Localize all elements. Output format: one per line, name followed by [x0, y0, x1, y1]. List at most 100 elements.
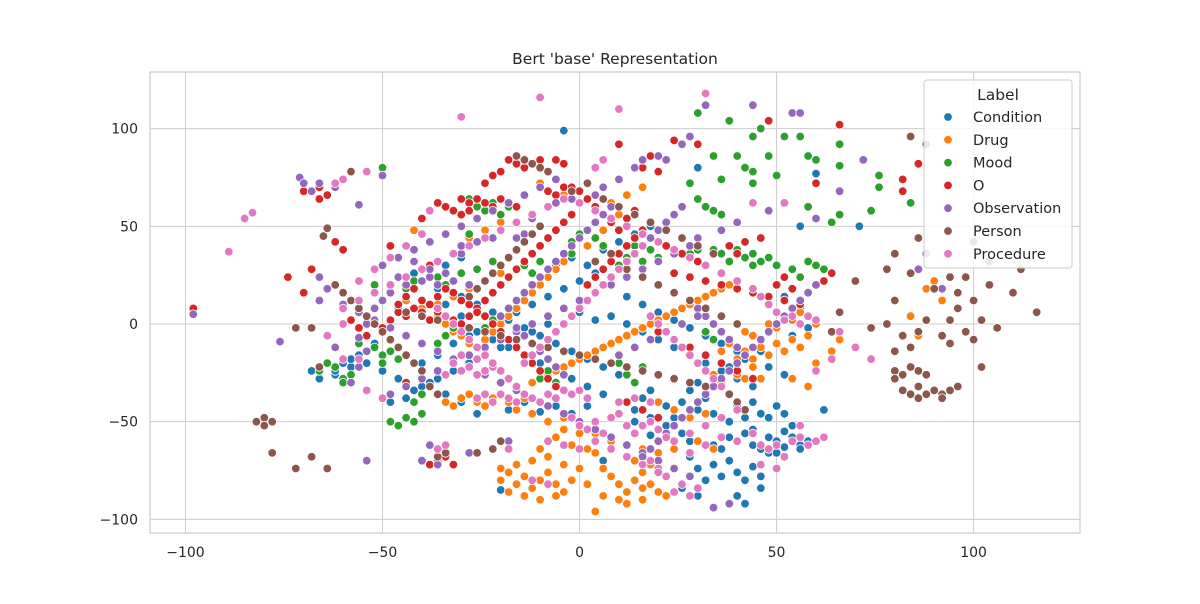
- data-point-procedure: [519, 389, 530, 400]
- data-point-procedure: [779, 198, 790, 208]
- data-point-drug: [496, 217, 506, 228]
- data-point-procedure: [448, 358, 459, 368]
- data-point-mood: [748, 178, 758, 189]
- data-point-condition: [693, 162, 703, 173]
- data-point-observation: [362, 346, 372, 357]
- legend-label: Drug: [973, 133, 1009, 149]
- data-point-o: [511, 159, 522, 169]
- data-point-o: [661, 241, 671, 251]
- data-point-mood: [598, 241, 608, 251]
- data-point-procedure: [653, 319, 664, 329]
- data-point-drug: [937, 295, 947, 306]
- data-point-person: [953, 381, 963, 392]
- data-point-procedure: [354, 276, 364, 286]
- data-point-observation: [661, 217, 671, 228]
- data-point-o: [472, 307, 482, 318]
- data-point-observation: [440, 268, 451, 278]
- data-point-o: [685, 342, 695, 353]
- data-point-observation: [433, 346, 443, 357]
- data-point-procedure: [472, 370, 482, 380]
- data-point-condition: [669, 413, 679, 423]
- data-point-observation: [685, 405, 695, 415]
- data-point-mood: [622, 370, 632, 380]
- data-point-observation: [519, 190, 530, 200]
- data-point-procedure: [464, 334, 474, 345]
- data-point-drug: [582, 350, 593, 360]
- data-point-observation: [433, 366, 443, 376]
- data-point-person: [913, 393, 924, 403]
- data-point-observation: [377, 260, 388, 271]
- data-point-person: [732, 397, 742, 407]
- data-point-mood: [748, 248, 758, 259]
- data-point-procedure: [685, 252, 695, 263]
- data-point-observation: [740, 350, 750, 360]
- data-point-o: [732, 366, 742, 376]
- data-point-condition: [346, 362, 356, 372]
- data-point-procedure: [606, 272, 616, 282]
- data-point-observation: [590, 190, 601, 200]
- data-point-procedure: [685, 448, 695, 458]
- data-point-person: [622, 362, 632, 372]
- data-point-observation: [598, 209, 608, 220]
- data-point-observation: [314, 178, 325, 189]
- data-point-observation: [669, 420, 679, 431]
- data-point-o: [283, 272, 293, 282]
- data-point-procedure: [598, 280, 608, 290]
- data-point-observation: [614, 174, 624, 185]
- data-point-o: [732, 284, 742, 294]
- data-point-mood: [732, 151, 742, 161]
- data-point-procedure: [795, 420, 805, 431]
- data-point-procedure: [866, 354, 876, 364]
- data-point-condition: [496, 485, 506, 495]
- data-point-procedure: [551, 327, 561, 337]
- data-point-drug: [756, 374, 766, 384]
- data-point-observation: [551, 362, 561, 372]
- data-point-observation: [519, 331, 530, 341]
- data-point-person: [653, 280, 664, 290]
- data-point-person: [259, 420, 270, 431]
- data-point-condition: [433, 374, 443, 384]
- data-point-mood: [834, 139, 845, 150]
- data-point-procedure: [622, 256, 632, 267]
- data-point-procedure: [247, 207, 258, 218]
- data-point-observation: [535, 182, 545, 193]
- data-point-observation: [685, 241, 695, 251]
- data-point-drug: [559, 459, 569, 470]
- data-point-person: [606, 248, 616, 259]
- data-point-o: [582, 194, 593, 204]
- data-point-drug: [700, 291, 711, 302]
- data-point-observation: [385, 389, 396, 400]
- data-point-observation: [354, 333, 364, 343]
- data-point-observation: [496, 311, 506, 321]
- data-point-observation: [535, 272, 545, 282]
- data-point-procedure: [527, 475, 537, 486]
- data-point-condition: [645, 430, 656, 441]
- data-point-condition: [503, 405, 514, 415]
- data-point-drug: [764, 350, 774, 360]
- data-point-observation: [590, 217, 601, 228]
- data-point-procedure: [354, 295, 364, 306]
- data-point-procedure: [771, 307, 782, 318]
- data-point-drug: [764, 319, 774, 329]
- data-point-person: [433, 389, 443, 400]
- data-point-procedure: [511, 397, 522, 407]
- data-point-observation: [574, 295, 585, 306]
- data-point-o: [527, 358, 537, 368]
- data-point-drug: [921, 284, 932, 294]
- data-point-condition: [527, 299, 537, 310]
- data-point-drug: [527, 377, 537, 388]
- data-point-condition: [748, 397, 758, 407]
- data-point-mood: [708, 334, 719, 345]
- data-point-mood: [685, 178, 695, 189]
- data-point-person: [409, 358, 419, 368]
- data-point-procedure: [559, 440, 569, 450]
- data-point-person: [1031, 307, 1042, 318]
- data-point-person: [961, 272, 971, 282]
- data-point-mood: [393, 420, 404, 431]
- data-point-drug: [622, 331, 632, 341]
- data-point-person: [992, 323, 1002, 333]
- data-point-o: [827, 268, 837, 278]
- data-point-observation: [511, 323, 522, 333]
- data-point-observation: [771, 319, 782, 329]
- data-point-observation: [456, 248, 467, 259]
